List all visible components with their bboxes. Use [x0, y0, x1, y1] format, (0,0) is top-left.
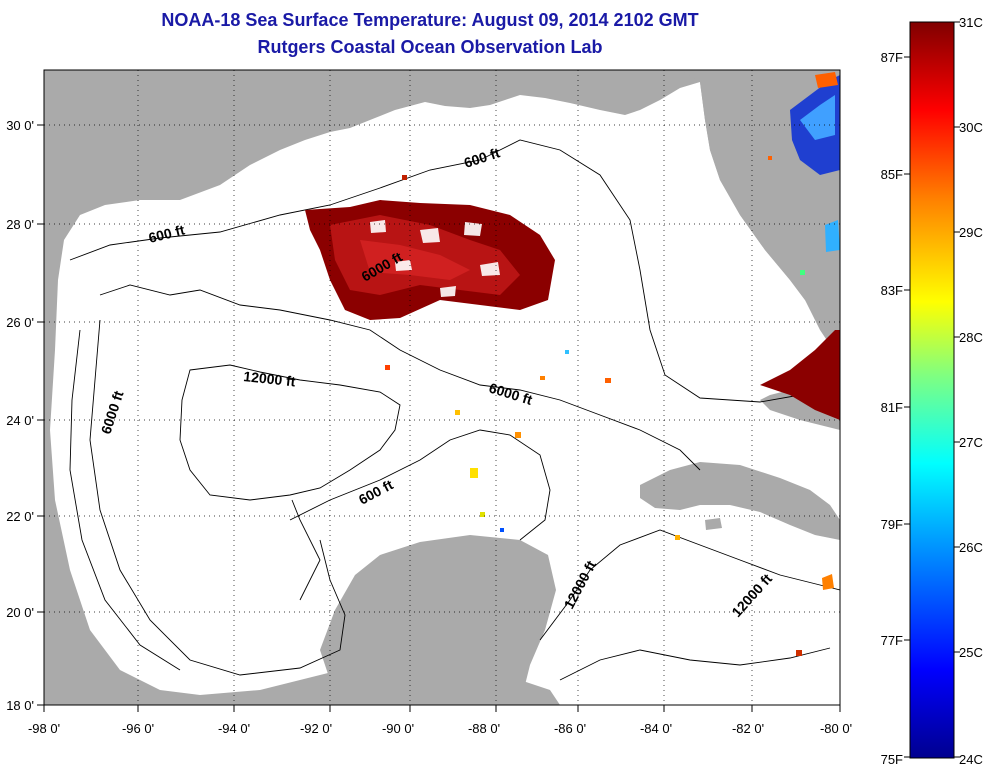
lon-label: -88 0' [468, 721, 500, 736]
lon-label: -96 0' [122, 721, 154, 736]
yucatan-land [320, 535, 556, 705]
lon-label: -80 0' [820, 721, 852, 736]
colorbar-celsius-label: 24C [959, 752, 983, 767]
colorbar-celsius-label: 31C [959, 15, 983, 30]
map-grid [44, 70, 840, 705]
lon-label: -94 0' [218, 721, 250, 736]
map-title: NOAA-18 Sea Surface Temperature: August … [161, 10, 699, 30]
lon-label: -90 0' [382, 721, 414, 736]
plot-frame [43, 69, 841, 706]
lat-label: 22 0' [6, 509, 34, 524]
depth-contours [69, 139, 840, 681]
colorbar-fahrenheit-label: 75F [881, 752, 903, 767]
sst-patch-central [305, 200, 555, 320]
lon-label: -98 0' [28, 721, 60, 736]
colorbar-fahrenheit-label: 83F [881, 283, 903, 298]
lon-label: -86 0' [554, 721, 586, 736]
lat-label: 20 0' [6, 605, 34, 620]
lon-label: -82 0' [732, 721, 764, 736]
colorbar-ticks [904, 21, 960, 758]
colorbar-celsius-label: 27C [959, 435, 983, 450]
colorbar-fahrenheit-label: 79F [881, 517, 903, 532]
colorbar-fahrenheit-label: 87F [881, 50, 903, 65]
contour-label: 12000 ft [243, 368, 297, 389]
colorbar-fahrenheit-label: 77F [881, 633, 903, 648]
lat-label: 24 0' [6, 413, 34, 428]
axis-ticks [37, 124, 841, 712]
colorbar-fahrenheit-label: 85F [881, 167, 903, 182]
lon-label: -92 0' [300, 721, 332, 736]
lat-label: 18 0' [6, 698, 34, 713]
map-subtitle: Rutgers Coastal Ocean Observation Lab [257, 37, 603, 57]
sst-patch-keys [760, 330, 840, 420]
cayman-island [705, 518, 722, 530]
lat-label: 28 0' [6, 217, 34, 232]
sst-scattered-pixels [385, 156, 805, 656]
cuba-land [640, 462, 840, 540]
lon-label: -84 0' [640, 721, 672, 736]
colorbar [909, 21, 955, 759]
colorbar-celsius-label: 25C [959, 645, 983, 660]
gulf-water [50, 82, 840, 705]
lat-label: 26 0' [6, 315, 34, 330]
colorbar-fahrenheit-label: 81F [881, 400, 903, 415]
colorbar-celsius-label: 28C [959, 330, 983, 345]
lat-label: 30 0' [6, 118, 34, 133]
colorbar-celsius-label: 26C [959, 540, 983, 555]
colorbar-celsius-label: 29C [959, 225, 983, 240]
colorbar-celsius-label: 30C [959, 120, 983, 135]
